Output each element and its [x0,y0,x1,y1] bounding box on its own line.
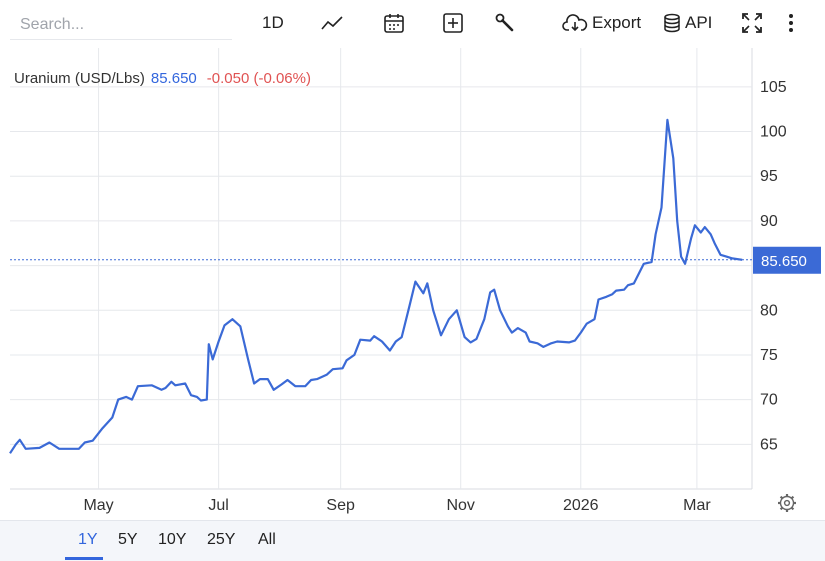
search-input[interactable] [10,10,232,40]
gridlines [10,48,753,490]
api-label: API [685,13,713,32]
instrument-header: Uranium (USD/Lbs) 85.650 -0.050 (-0.06%) [14,70,311,87]
toolbar: 1D Exp [0,0,825,48]
last-price-label: 85.650 [753,246,821,274]
y-axis: 65707580859095100105 [760,79,787,454]
last-price-value: 85.650 [761,253,807,270]
api-button[interactable]: API [663,8,712,38]
interval-label: 1D [262,13,284,32]
range-10y[interactable]: 10Y [158,531,187,548]
y-tick-label: 80 [760,302,778,319]
x-tick-label: Nov [446,497,474,514]
line-chart-icon [321,16,343,30]
instrument-change: -0.050 (-0.06%) [206,70,311,87]
export-button[interactable]: Export [562,8,641,38]
kebab-menu-icon [789,14,793,32]
calendar-icon [384,14,404,33]
gear-icon [779,495,795,511]
chart-type-button[interactable] [320,8,344,38]
fullscreen-button[interactable] [741,8,763,38]
y-tick-label: 90 [760,213,778,230]
cloud-download-icon [562,14,588,32]
instrument-last-price: 85.650 [150,70,197,87]
x-tick-label: May [83,497,113,514]
range-5y[interactable]: 5Y [118,531,138,548]
y-tick-label: 65 [760,436,778,453]
settings-tools-button[interactable] [494,8,516,38]
compare-button[interactable] [442,8,464,38]
x-tick-label: Jul [208,497,228,514]
y-tick-label: 100 [760,124,787,141]
interval-button[interactable]: 1D [262,8,284,38]
export-label: Export [592,13,642,32]
range-25y[interactable]: 25Y [207,531,236,548]
chart-settings-button[interactable] [778,494,796,512]
x-tick-label: Sep [326,497,355,514]
y-tick-label: 70 [760,392,778,409]
fullscreen-icon [742,13,762,33]
more-menu-button[interactable] [786,8,796,38]
range-1y[interactable]: 1Y [78,531,98,548]
series-line [9,118,743,454]
date-range-button[interactable] [383,8,405,38]
range-selector: 1Y 5Y 10Y 25Y All [0,520,825,561]
x-tick-label: Mar [683,497,711,514]
database-icon [664,13,680,33]
y-tick-label: 105 [760,79,787,96]
plus-box-icon [443,13,463,33]
range-all[interactable]: All [258,531,276,548]
x-tick-label: 2026 [563,497,599,514]
y-tick-label: 95 [760,168,778,185]
wrench-icon [495,13,514,32]
last-price-badge [753,246,821,274]
x-axis: May Jul Sep Nov 2026 Mar [83,497,711,514]
instrument-name: Uranium (USD/Lbs) [14,70,145,87]
active-range-indicator [65,557,103,560]
y-tick-label: 75 [760,347,778,364]
